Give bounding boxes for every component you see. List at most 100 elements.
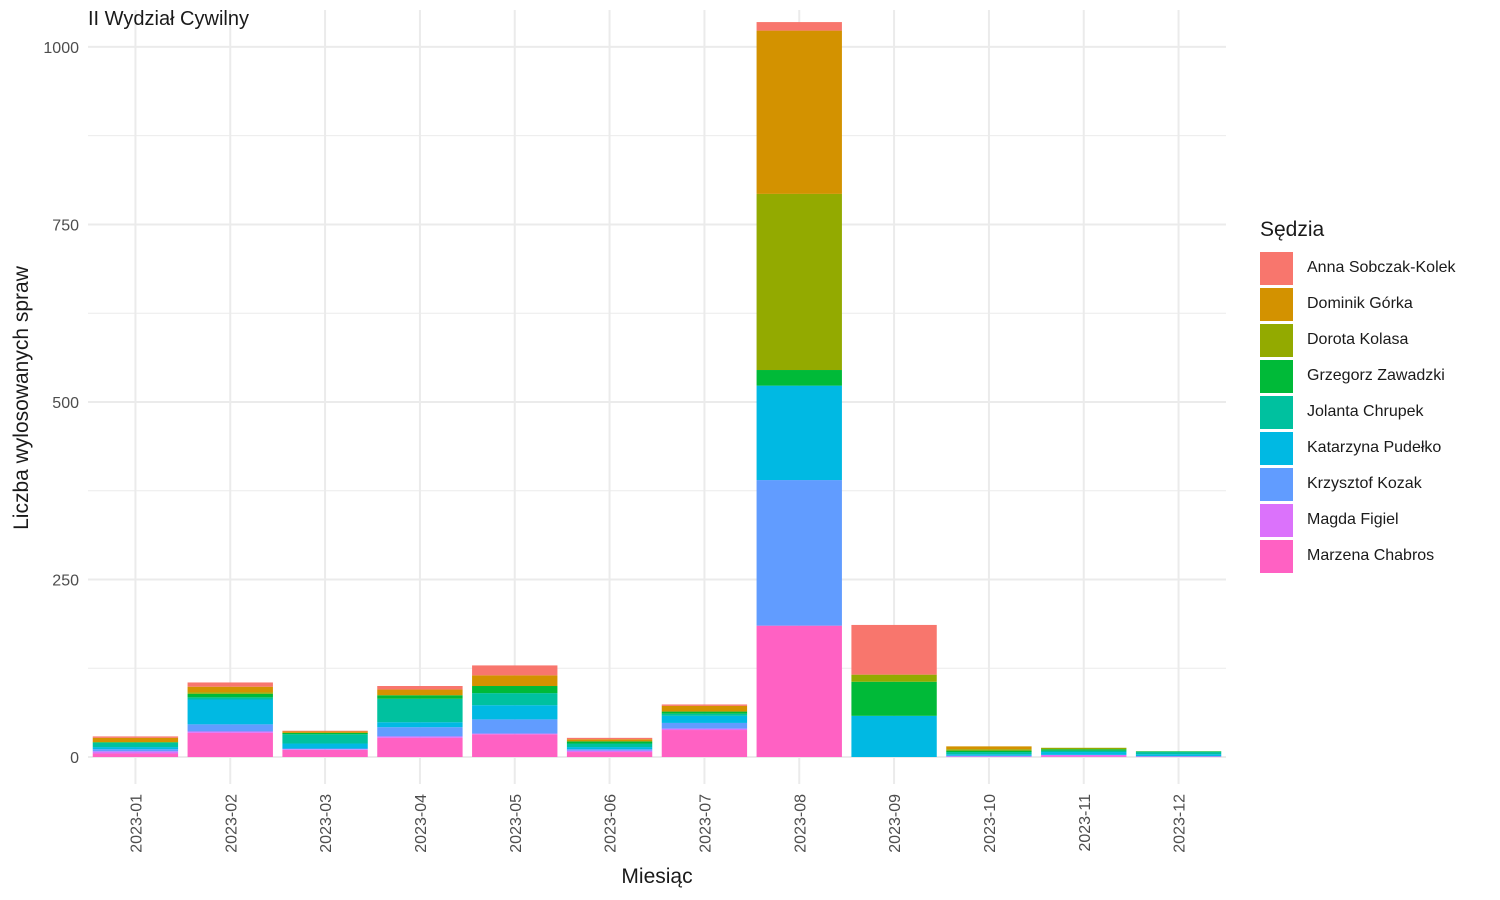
bar-segment — [187, 724, 273, 732]
bar-segment — [92, 749, 179, 752]
bar-segment — [187, 699, 273, 725]
bar-segment — [946, 755, 1032, 757]
bar-segment — [282, 730, 368, 732]
bar-segment — [377, 686, 463, 690]
bar-segment — [566, 741, 653, 744]
bar-segment — [756, 30, 842, 194]
x-tick-label: 2023-02 — [223, 794, 240, 853]
y-tick-labels: 0 250 500 750 1000 — [43, 40, 79, 767]
legend-swatch — [1260, 287, 1293, 321]
bar-segment — [661, 713, 748, 716]
legend-label: Marzena Chabros — [1307, 547, 1435, 564]
bar-segment — [282, 732, 368, 735]
bar-segment — [92, 736, 179, 738]
x-tick-label: 2023-12 — [1172, 794, 1189, 853]
bar-segment — [472, 734, 558, 758]
y-tick-label: 1000 — [43, 40, 79, 57]
y-tick-label: 500 — [52, 395, 79, 412]
x-tick-label: 2023-06 — [603, 794, 620, 853]
legend-swatch — [1260, 395, 1293, 429]
bar-segment — [1135, 754, 1222, 757]
bar-segment — [187, 693, 273, 698]
bar-segment — [472, 719, 558, 734]
bar-segment — [1135, 752, 1222, 755]
bar-segment — [946, 750, 1032, 753]
bar-segment — [946, 746, 1032, 750]
bar-segment — [92, 751, 179, 754]
bar-segment — [472, 686, 558, 694]
legend-label: Katarzyna Pudełko — [1307, 439, 1442, 456]
bar-segment — [187, 697, 273, 700]
bar-segment — [851, 624, 937, 675]
bar-segment — [566, 739, 653, 742]
bar-segment — [1041, 754, 1127, 757]
bar-segment — [946, 754, 1032, 756]
y-tick-label: 750 — [52, 217, 79, 234]
bar-segment — [1041, 749, 1127, 751]
bar-segment — [472, 705, 558, 720]
bar-segment — [472, 675, 558, 687]
bar-segment — [187, 732, 273, 758]
legend-item: Jolanta Chrupek — [1260, 394, 1456, 430]
legend-item: Marzena Chabros — [1260, 538, 1456, 574]
bar-segment — [187, 731, 273, 733]
bar-segment — [472, 665, 558, 676]
legend-swatch — [1260, 467, 1293, 501]
bar-segment — [282, 743, 368, 749]
legend-label: Dominik Górka — [1307, 295, 1413, 312]
bar-segment — [472, 693, 558, 706]
x-tick-label: 2023-04 — [413, 794, 430, 853]
bar-segment — [92, 742, 179, 743]
bar-segment — [1041, 747, 1127, 750]
bar-segment — [282, 749, 368, 758]
legend-item: Dominik Górka — [1260, 286, 1456, 322]
bar-segment — [187, 692, 273, 694]
bar-segment — [377, 736, 463, 738]
legend-title: Sędzia — [1260, 218, 1325, 241]
bar-segment — [92, 747, 179, 750]
bar-segment — [661, 715, 748, 723]
bar-segment — [756, 370, 842, 386]
bar-segment — [92, 753, 179, 758]
legend: Sędzia Anna Sobczak-Kolek Dominik Górka Do… — [1260, 218, 1456, 574]
bar-segment — [661, 722, 748, 729]
legend-label: Jolanta Chrupek — [1307, 403, 1424, 420]
bar-segment — [851, 681, 937, 716]
bar-segment — [756, 193, 842, 371]
chart-title: II Wydział Cywilny — [88, 8, 249, 30]
legend-label: Grzegorz Zawadzki — [1307, 367, 1445, 384]
bar-segment — [566, 750, 653, 753]
legend-swatch — [1260, 251, 1293, 285]
bar-segment — [377, 695, 463, 699]
bar-segment — [1041, 750, 1127, 753]
legend-label: Krzysztof Kozak — [1307, 475, 1422, 492]
bar-segment — [472, 733, 558, 735]
bar-segment — [1135, 756, 1222, 758]
x-tick-labels: 2023-01 2023-02 2023-03 2023-04 2023-05 2023-… — [128, 794, 1188, 853]
bar-segment — [377, 722, 463, 728]
bar-segment — [1135, 751, 1222, 753]
bar-segment — [377, 698, 463, 723]
bar-segment — [661, 711, 748, 714]
bars — [92, 22, 1222, 758]
bar-segment — [946, 756, 1032, 758]
bar-segment — [756, 625, 842, 758]
bar-segment — [282, 749, 368, 750]
bar-segment — [566, 747, 653, 750]
x-tick-label: 2023-03 — [318, 794, 335, 853]
legend-item: Krzysztof Kozak — [1260, 466, 1456, 502]
y-tick-label: 0 — [70, 750, 79, 767]
y-axis-title: Liczba wylosowanych spraw — [10, 266, 33, 530]
bar-segment — [566, 743, 653, 748]
bar-segment — [282, 748, 368, 750]
bar-segment — [756, 480, 842, 626]
bar-segment — [756, 385, 842, 481]
bar-segment — [946, 749, 1032, 751]
bar-segment — [946, 752, 1032, 755]
bar-segment — [1041, 756, 1127, 758]
grid-minor — [88, 135, 1226, 669]
bar-segment — [566, 749, 653, 751]
bar-segment — [661, 704, 748, 706]
